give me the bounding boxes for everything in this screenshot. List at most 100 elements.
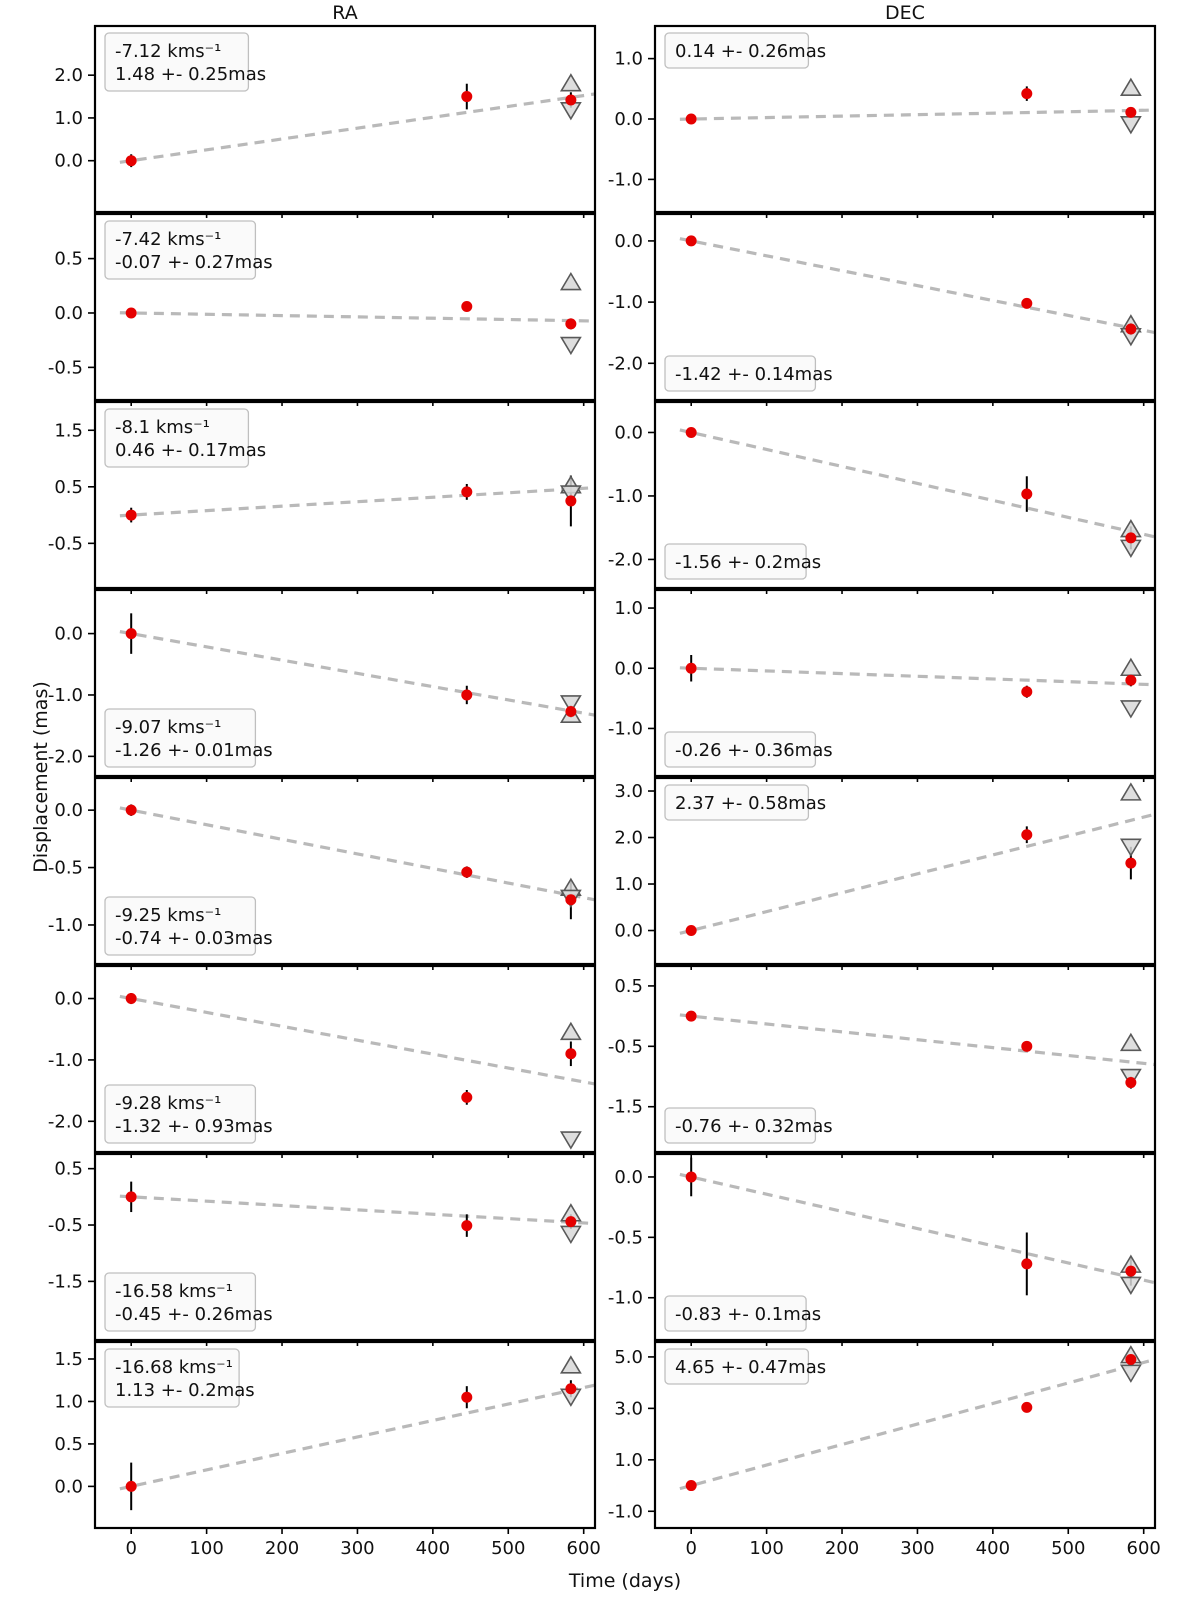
y-tick-label: 0.5 (54, 477, 83, 498)
data-point (565, 1048, 577, 1060)
axes-border (653, 212, 1157, 402)
lower-limit-marker (1119, 1276, 1142, 1296)
y-tick-label: 0.0 (614, 1167, 643, 1188)
annotation-box: -9.07 kms⁻¹-1.26 +- 0.01mas (104, 708, 273, 768)
panel-ra-3: -0.5 0.5 1.5 -8.1 kms⁻¹0.46 +- 0.17mas (48, 400, 597, 594)
upper-limit-marker (1119, 1032, 1142, 1052)
axes-border (653, 24, 1157, 214)
data-point (461, 1091, 473, 1103)
annotation-text: -8.1 kms⁻¹ (115, 417, 210, 438)
annotation-text: -1.56 +- 0.2mas (675, 552, 821, 573)
y-tick-label: -1.0 (608, 486, 643, 507)
panel-dec-7: -1.0 -0.5 0.0 -0.83 +- 0.1mas (608, 1152, 1157, 1346)
y-tick-label: 0.0 (54, 800, 83, 821)
upper-limit-marker (559, 73, 582, 92)
y-tick-label: -1.0 (48, 915, 83, 936)
x-tick-label: 0 (125, 1538, 136, 1559)
data-point (125, 1191, 137, 1203)
panel-ra-2: -0.5 0.0 0.5 -7.42 kms⁻¹-0.07 +- 0.27mas (48, 212, 597, 406)
data-point (685, 426, 697, 438)
x-tick-label: 400 (416, 1538, 450, 1559)
lower-limit-marker (559, 1225, 582, 1245)
fit-line (679, 428, 1155, 539)
panel-ra-4: -2.0 -1.0 0.0 -9.07 kms⁻¹-1.26 +- 0.01mas (48, 588, 597, 782)
data-point (125, 307, 137, 319)
data-point (1125, 1265, 1137, 1277)
fit-line (679, 237, 1155, 335)
annotation-text: -9.28 kms⁻¹ (115, 1093, 221, 1114)
column-title-dec: DEC (885, 2, 925, 24)
y-tick-label: -0.5 (48, 858, 83, 879)
axes-border (93, 776, 597, 966)
fit-line (119, 1194, 595, 1226)
data-point (685, 925, 697, 937)
annotation-text: -0.45 +- 0.26mas (115, 1304, 273, 1325)
x-tick-label: 200 (825, 1538, 859, 1559)
data-point (125, 628, 137, 640)
upper-limit-marker (1119, 77, 1142, 97)
y-tick-label: 5.0 (614, 1347, 643, 1368)
data-point (1021, 488, 1033, 500)
fit-line (679, 812, 1155, 935)
annotation-box: 0.14 +- 0.26mas (664, 32, 826, 69)
axes-border (93, 964, 597, 1154)
lower-limit-marker (559, 336, 582, 356)
y-tick-label: 0.0 (54, 151, 83, 172)
panel-dec-4: -1.0 0.0 1.0 -0.26 +- 0.36mas (608, 588, 1157, 782)
fit-line (679, 1172, 1155, 1285)
data-point (1125, 323, 1137, 335)
y-tick-label: -0.5 (608, 1227, 643, 1248)
annotation-text: 1.13 +- 0.2mas (115, 1380, 255, 1401)
annotation-box: -0.76 +- 0.32mas (664, 1107, 833, 1144)
data-point (565, 94, 577, 106)
annotation-text: -0.74 +- 0.03mas (115, 928, 273, 949)
y-tick-label: -1.0 (608, 718, 643, 739)
y-tick-label: 1.0 (614, 874, 643, 895)
x-axis-label: Time (days) (568, 1570, 682, 1592)
y-tick-label: 0.0 (614, 921, 643, 942)
annotation-box: -1.42 +- 0.14mas (664, 355, 833, 392)
data-point (1021, 686, 1033, 698)
fit-line (119, 806, 595, 902)
annotation-text: -1.26 +- 0.01mas (115, 740, 273, 761)
y-tick-label: 2.0 (614, 828, 643, 849)
annotation-box: -7.42 kms⁻¹-0.07 +- 0.27mas (104, 220, 273, 280)
y-tick-label: 0.5 (54, 1434, 83, 1455)
data-point (565, 894, 577, 906)
fit-line (119, 630, 595, 717)
y-tick-label: 3.0 (614, 781, 643, 802)
data-point (1125, 857, 1137, 869)
annotation-text: -9.07 kms⁻¹ (115, 717, 221, 738)
annotation-text: -16.58 kms⁻¹ (115, 1281, 233, 1302)
annotation-text: -1.42 +- 0.14mas (675, 364, 833, 385)
x-tick-label: 600 (1127, 1538, 1161, 1559)
axes-border (93, 588, 597, 778)
y-tick-label: 0.0 (54, 989, 83, 1010)
data-point (461, 91, 473, 103)
y-tick-label: 1.0 (614, 1450, 643, 1471)
y-tick-label: 0.0 (54, 1476, 83, 1497)
y-tick-label: 2.0 (54, 65, 83, 86)
data-point (125, 1480, 137, 1492)
upper-limit-marker (559, 1355, 582, 1374)
y-tick-label: -0.5 (608, 1036, 643, 1057)
fit-line (679, 666, 1155, 687)
annotation-box: 2.37 +- 0.58mas (664, 784, 826, 821)
data-point (1021, 1040, 1033, 1052)
y-tick-label: -2.0 (48, 1111, 83, 1132)
data-point (685, 113, 697, 125)
lower-limit-marker (1119, 1364, 1142, 1383)
data-point (1021, 829, 1033, 841)
data-point (125, 509, 137, 521)
x-tick-label: 400 (976, 1538, 1010, 1559)
data-point (565, 1383, 577, 1395)
y-tick-label: -1.5 (48, 1271, 83, 1292)
data-point (461, 689, 473, 701)
annotation-box: -16.68 kms⁻¹1.13 +- 0.2mas (104, 1348, 255, 1408)
x-tick-label: 100 (189, 1538, 223, 1559)
axes-border (653, 1340, 1157, 1530)
upper-limit-marker (1119, 782, 1142, 801)
data-point (685, 662, 697, 674)
annotation-text: -0.26 +- 0.36mas (675, 740, 833, 761)
data-point (461, 1220, 473, 1232)
